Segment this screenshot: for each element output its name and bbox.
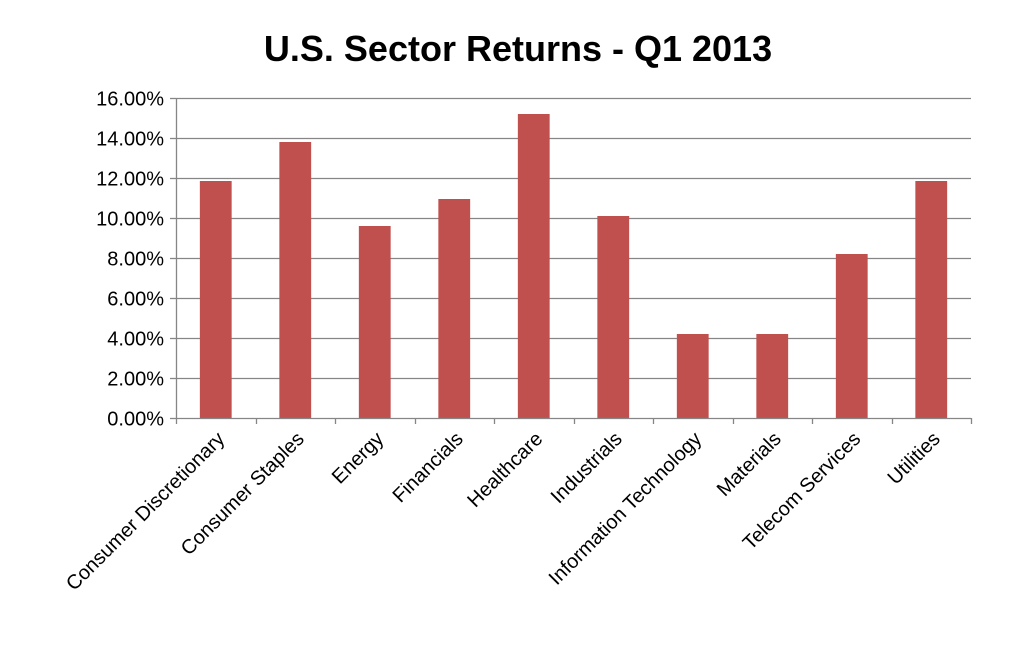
bars — [199, 114, 948, 418]
y-tick-label: 12.00% — [96, 169, 164, 191]
y-tick-label: 16.00% — [96, 89, 164, 111]
bar — [835, 254, 868, 418]
y-tick-labels: 0.00% 2.00% 4.00% 6.00% 8.00% 10.00% 12.00% 14.… — [96, 89, 164, 431]
x-category-label: Information Technology — [545, 428, 707, 590]
y-tick-label: 6.00% — [107, 289, 164, 311]
bar — [676, 334, 709, 418]
y-tick-label: 4.00% — [107, 329, 164, 351]
axes — [170, 97, 973, 424]
bar — [358, 226, 391, 418]
x-category-label: Utilities — [884, 428, 945, 489]
y-tick-label: 8.00% — [107, 249, 164, 271]
x-category-label: Financials — [389, 428, 468, 507]
bar — [756, 334, 789, 418]
x-category-label: Industrials — [547, 428, 627, 508]
bar — [915, 181, 948, 418]
bar — [517, 114, 550, 418]
y-tick-label: 0.00% — [107, 409, 164, 431]
x-category-label: Materials — [713, 428, 786, 501]
x-category-label: Energy — [328, 428, 388, 488]
x-category-label: Consumer Discretionary — [62, 428, 229, 595]
bar — [438, 199, 471, 418]
x-category-label: Healthcare — [463, 428, 547, 512]
y-tick-label: 2.00% — [107, 369, 164, 391]
bar — [199, 181, 232, 418]
bar — [597, 216, 630, 418]
y-tick-label: 14.00% — [96, 129, 164, 151]
chart-title: U.S. Sector Returns - Q1 2013 — [264, 28, 772, 69]
bar — [279, 142, 312, 418]
y-tick-label: 10.00% — [96, 209, 164, 231]
